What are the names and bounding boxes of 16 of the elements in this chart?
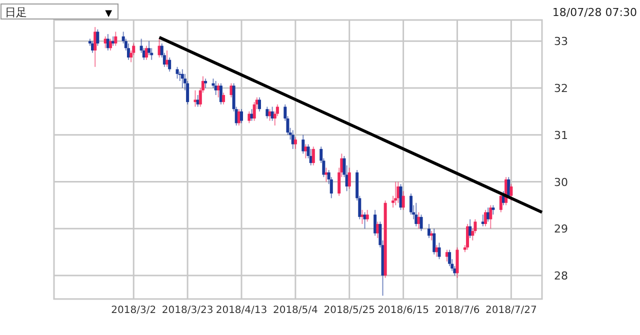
x-tick-label: 2018/3/2: [111, 305, 156, 316]
x-tick-label: 2018/7/27: [486, 305, 537, 316]
text: 日足 ▼: [5, 6, 112, 19]
x-tick-label: 2018/7/6: [434, 305, 480, 316]
y-tick-label: 29: [554, 222, 568, 236]
x-tick-label: 2018/5/4: [272, 305, 318, 316]
x-tick-label: 2018/5/25: [324, 305, 376, 316]
x-tick-label: 2018/6/15: [378, 305, 429, 316]
x-tick-label: 2018/3/23: [162, 305, 214, 316]
x-tick-label: 2018/4/13: [216, 305, 268, 316]
y-tick-label: 32: [554, 82, 568, 95]
y-tick-label: 30: [554, 176, 568, 189]
y-tick-label: 28: [554, 270, 568, 283]
text: 18/07/28 07:30: [552, 6, 637, 19]
y-tick-label: 31: [554, 128, 568, 142]
y-tick-label: 33: [554, 35, 568, 48]
